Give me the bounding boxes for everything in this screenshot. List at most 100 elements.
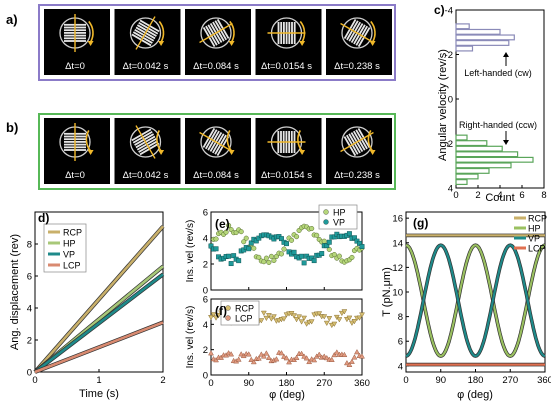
y-axis-label: Ins. vel (rev/s)	[185, 220, 196, 283]
data-point	[238, 229, 244, 235]
legend-label: VP	[333, 218, 345, 228]
data-point	[256, 235, 262, 241]
y-tick-label: 0	[27, 368, 32, 379]
frame-time-label: Δt=0.0154 s	[261, 170, 312, 181]
rotation-arrow	[156, 130, 162, 152]
data-point	[351, 319, 358, 325]
histogram-bar	[455, 140, 488, 147]
frame: Δt=0.084 s	[185, 118, 251, 184]
frame-time-label: Δt=0.084 s	[193, 170, 239, 181]
particle	[340, 19, 374, 48]
frame-background	[44, 9, 110, 75]
legend-label: HP	[333, 208, 346, 218]
data-point	[266, 259, 272, 265]
orientation-axis	[135, 16, 156, 50]
histogram-bar	[455, 45, 474, 52]
particle-circle	[129, 126, 162, 158]
y-tick-label: 6	[203, 208, 208, 219]
histogram-bar	[455, 173, 479, 180]
frame-row-a-border	[38, 4, 396, 81]
histogram-bar	[455, 162, 512, 169]
data-point	[291, 249, 297, 255]
data-point	[236, 258, 242, 264]
data-point	[296, 314, 303, 320]
data-point	[303, 321, 310, 327]
particle	[267, 131, 306, 153]
data-point	[326, 246, 332, 252]
particle	[199, 127, 233, 156]
data-point	[333, 349, 340, 355]
y-tick-label: -2	[445, 50, 453, 61]
x-axis-label: φ (deg)	[457, 389, 493, 401]
data-point	[351, 354, 358, 360]
particle	[64, 123, 86, 161]
frame-time-label: Δt=0.042 s	[123, 61, 169, 72]
series-line	[34, 321, 164, 374]
legend-label: LCP	[235, 314, 253, 324]
data-point	[235, 356, 242, 362]
data-point	[349, 320, 355, 326]
y-tick-label: 8	[398, 312, 403, 323]
frame-row-b-border	[38, 113, 396, 190]
data-point	[301, 260, 307, 266]
data-point	[341, 351, 348, 358]
frame-background	[114, 9, 181, 75]
y-tick-label: 4	[27, 304, 32, 315]
data-point	[303, 355, 310, 361]
data-point	[346, 315, 353, 321]
data-point	[246, 246, 252, 252]
annotation-arrowhead	[503, 52, 509, 57]
panel-label-a: a)	[6, 12, 18, 27]
data-point	[223, 229, 229, 235]
y-axis-label: Angular velocity (rev/s)	[437, 49, 449, 161]
data-point	[208, 350, 214, 356]
histogram-bar	[455, 156, 534, 163]
data-point	[328, 356, 335, 362]
x-tick-label: 0	[403, 375, 408, 386]
histogram-bar	[455, 39, 510, 46]
frame-row-b: Δt=0 Δt=0.042 s Δt=0.084 s Δt=0.0154 s Δt=0.…	[38, 113, 396, 190]
y-tick-label: -4	[445, 6, 453, 17]
y-tick-label: 2	[203, 345, 208, 356]
data-point	[215, 312, 222, 319]
frame: Δt=0.238 s	[326, 118, 392, 184]
legend-label: RCP	[63, 228, 82, 238]
data-point	[261, 259, 267, 265]
histogram-bar	[455, 167, 490, 174]
rotation-arrowhead	[87, 150, 94, 155]
data-point	[260, 353, 267, 359]
orientation-axis	[199, 131, 233, 153]
data-point	[213, 356, 219, 363]
data-point	[357, 240, 362, 246]
x-tick-label: 270	[502, 375, 518, 386]
legend-marker	[323, 209, 329, 215]
rotation-arrowhead	[299, 41, 306, 46]
data-point	[336, 317, 343, 323]
x-axis-label: Count	[485, 192, 514, 204]
rotation-arrow	[88, 20, 94, 43]
particle-circle	[129, 17, 162, 49]
data-point	[352, 235, 357, 241]
histogram-bar	[455, 145, 503, 152]
histogram-bar	[455, 34, 515, 41]
x-tick-label: 0	[32, 375, 37, 386]
legend-marker	[225, 305, 231, 311]
data-point	[248, 240, 254, 246]
frame-time-label: Δt=0.042 s	[123, 170, 169, 181]
data-point	[326, 239, 332, 245]
frame-time-label: Δt=0.0154 s	[261, 61, 312, 72]
x-tick-label: 2	[160, 375, 165, 386]
data-point	[228, 351, 235, 357]
rotation-arrowhead	[228, 150, 235, 155]
rotation-arrow	[229, 20, 235, 43]
data-point	[226, 222, 232, 229]
frame: Δt=0.042 s	[114, 118, 181, 184]
particle	[64, 14, 86, 52]
data-point	[306, 358, 313, 365]
histogram-bar	[455, 151, 519, 158]
data-point	[299, 253, 305, 259]
data-point	[301, 315, 308, 322]
rotation-arrowhead	[158, 41, 165, 46]
legend-label: RCP	[235, 304, 254, 314]
